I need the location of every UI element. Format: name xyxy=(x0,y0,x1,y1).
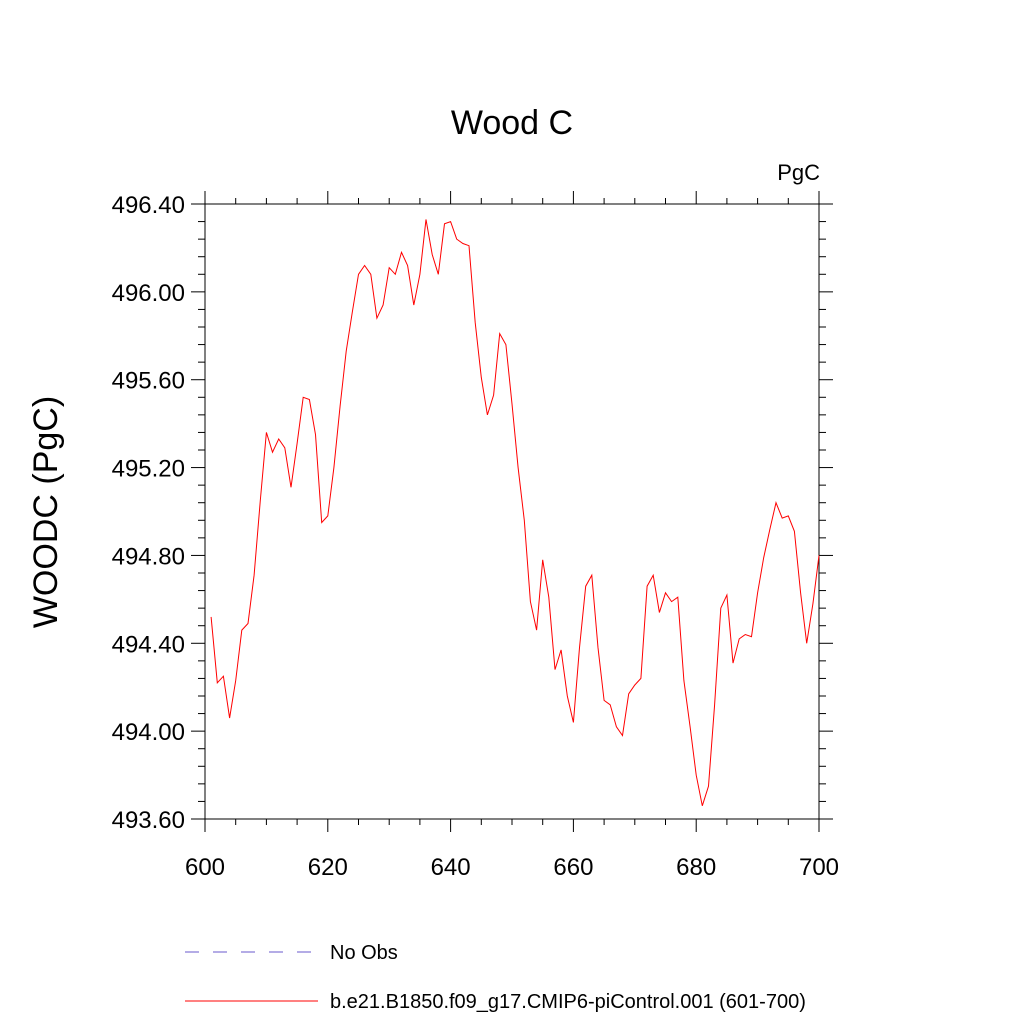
y-tick-label: 496.40 xyxy=(112,192,185,219)
legend: No Obs b.e21.B1850.f09_g17.CMIP6-piContr… xyxy=(185,942,806,1013)
units-label: PgC xyxy=(777,160,820,185)
x-tick-label: 620 xyxy=(308,854,348,881)
legend-label-picontrol: b.e21.B1850.f09_g17.CMIP6-piControl.001 … xyxy=(330,991,806,1013)
legend-label-no-obs: No Obs xyxy=(330,942,398,964)
y-tick-label: 494.00 xyxy=(112,719,185,746)
y-tick-label: 494.40 xyxy=(112,631,185,658)
y-tick-label: 495.60 xyxy=(112,368,185,395)
x-tick-label: 600 xyxy=(185,854,225,881)
x-tick-label: 700 xyxy=(799,854,839,881)
y-axis-label: WOODC (PgC) xyxy=(27,396,65,628)
series-line-1 xyxy=(210,219,820,806)
y-tick-label: 493.60 xyxy=(112,807,185,834)
x-tick-label: 680 xyxy=(676,854,716,881)
x-tick-label: 640 xyxy=(431,854,471,881)
x-tick-label: 660 xyxy=(553,854,593,881)
y-tick-label: 495.20 xyxy=(112,456,185,483)
chart-title: Wood C xyxy=(451,104,573,142)
plot-frame xyxy=(204,203,820,820)
y-tick-label: 496.00 xyxy=(112,280,185,307)
y-tick-label: 494.80 xyxy=(112,543,185,570)
